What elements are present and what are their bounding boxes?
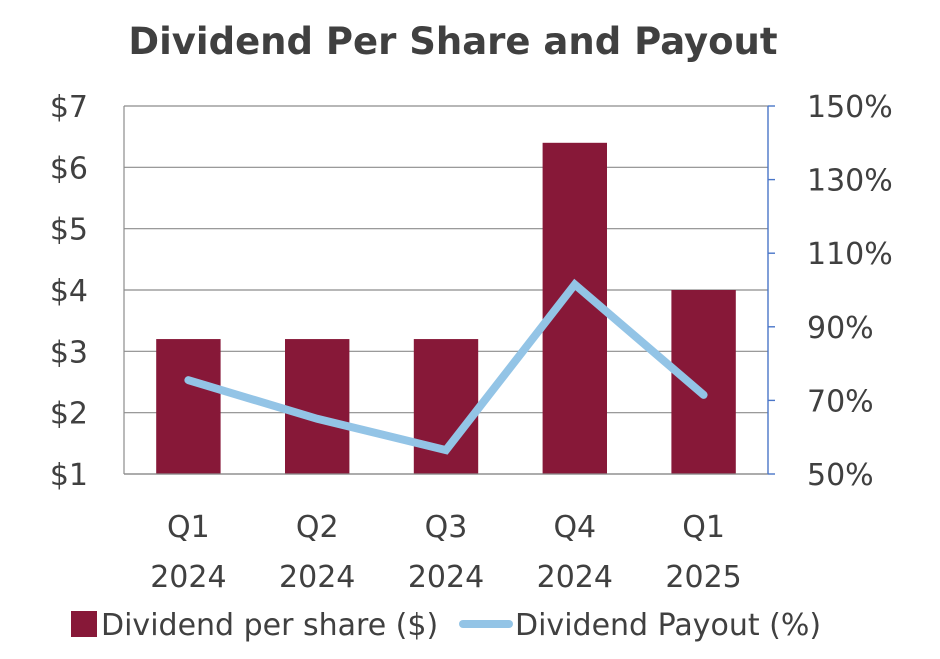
left-tick-label: $6 [50,151,88,186]
category-label: Q1 [682,510,725,545]
right-tick-label: 130% [807,164,893,199]
right-tick-label: 110% [807,237,893,272]
right-tick-label: 50% [807,458,874,493]
legend: Dividend per share ($) Dividend Payout (%… [71,608,821,643]
category-label: Q3 [425,510,468,545]
bar-series [156,142,736,475]
bar [156,339,221,474]
right-tick-label: 90% [807,311,874,346]
chart-title: Dividend Per Share and Payout [128,20,777,63]
left-tick-label: $7 [50,90,88,125]
axes [123,105,775,475]
bar [671,290,736,474]
left-tick-label: $2 [50,397,88,432]
axis-labels: $1 $2 $3 $4 $5 $6 $7 50% 70% 90% 110% 130% 150% Q1 202… [50,90,893,595]
category-label: 2025 [665,560,741,595]
category-label: Q4 [553,510,596,545]
left-tick-label: $5 [50,213,88,248]
right-tick-label: 70% [807,384,874,419]
category-label: 2024 [279,560,355,595]
left-tick-label: $3 [50,335,88,370]
category-label: Q1 [167,510,210,545]
category-label: 2024 [408,560,484,595]
left-tick-label: $1 [50,458,88,493]
line-series [184,278,708,455]
category-label: 2024 [537,560,613,595]
category-label: Q2 [296,510,339,545]
legend-swatch-dividend-per-share [71,611,97,637]
category-label: 2024 [150,560,226,595]
legend-label-dividend-per-share: Dividend per share ($) [101,608,438,643]
right-tick-label: 150% [807,90,893,125]
bar [285,339,350,474]
legend-label-dividend-payout: Dividend Payout (%) [515,608,821,643]
left-tick-label: $4 [50,274,88,309]
